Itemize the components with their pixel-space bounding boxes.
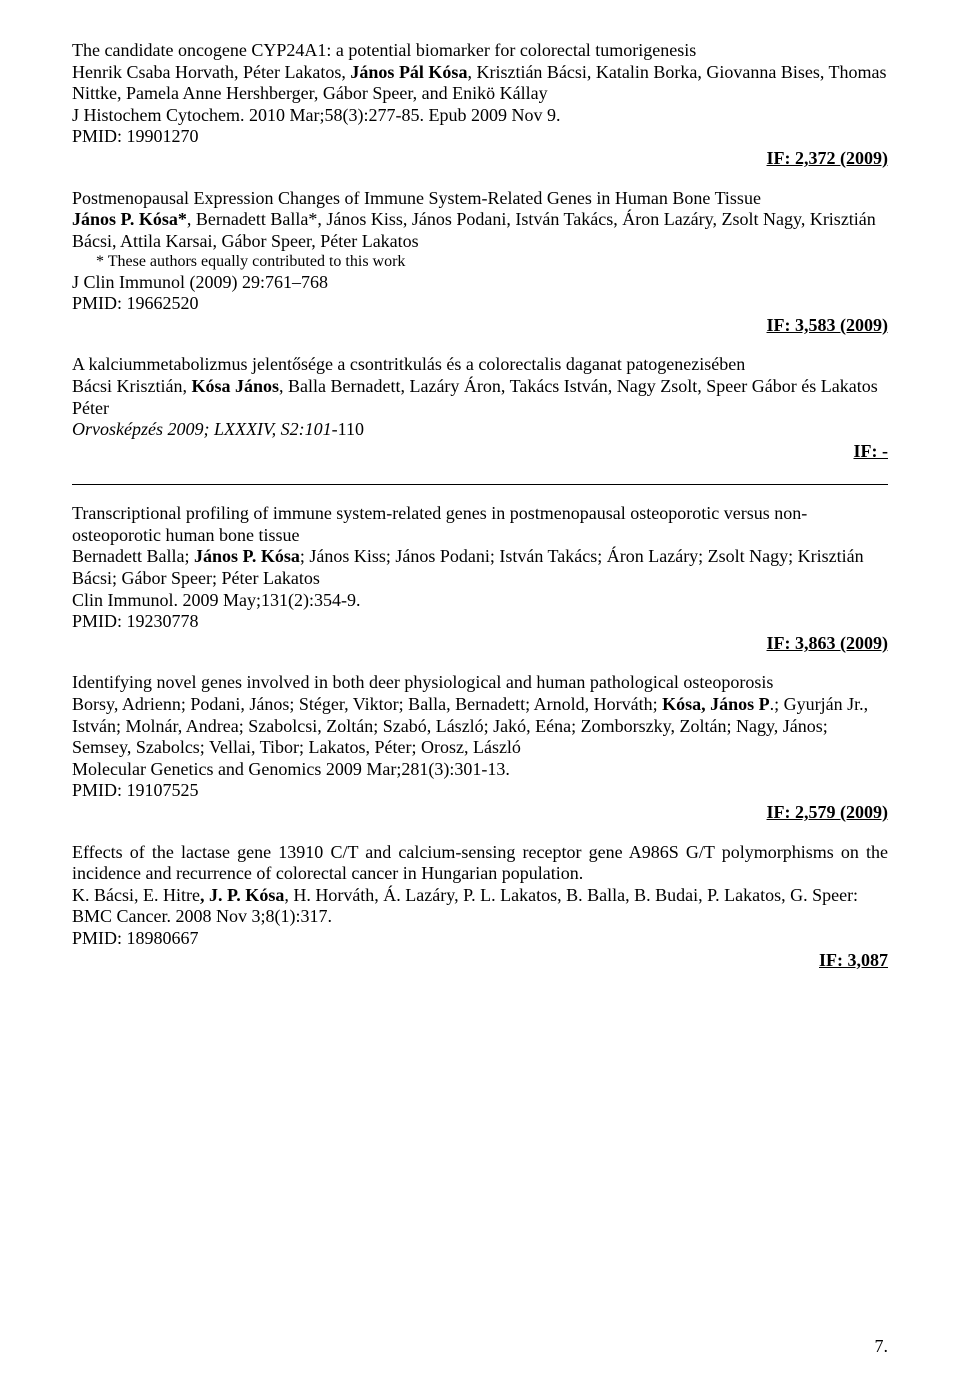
entry-journal: J Histochem Cytochem. 2010 Mar;58(3):277… <box>72 105 888 127</box>
divider <box>72 484 888 485</box>
entry-title: Identifying novel genes involved in both… <box>72 672 888 694</box>
entry-title: A kalciummetabolizmus jelentősége a cson… <box>72 354 888 376</box>
entry-impact-factor: IF: 3,583 (2009) <box>72 315 888 337</box>
entry-authors: K. Bácsi, E. Hitre, J. P. Kósa, H. Horvá… <box>72 885 888 907</box>
entry-pmid: PMID: 19230778 <box>72 611 888 633</box>
page-number: 7. <box>875 1336 889 1357</box>
entry-authors: Henrik Csaba Horvath, Péter Lakatos, Ján… <box>72 62 888 105</box>
entry-journal: Molecular Genetics and Genomics 2009 Mar… <box>72 759 888 781</box>
entry-impact-factor: IF: 2,372 (2009) <box>72 148 888 170</box>
entry-title: Effects of the lactase gene 13910 C/T an… <box>72 842 888 885</box>
publication-entry: The candidate oncogene CYP24A1: a potent… <box>72 40 888 170</box>
entry-authors: Bácsi Krisztián, Kósa János, Balla Berna… <box>72 376 888 419</box>
publication-entry: Effects of the lactase gene 13910 C/T an… <box>72 842 888 972</box>
entry-title: The candidate oncogene CYP24A1: a potent… <box>72 40 888 62</box>
entry-pmid: PMID: 19662520 <box>72 293 888 315</box>
document-page: The candidate oncogene CYP24A1: a potent… <box>0 0 960 1385</box>
entry-pmid: PMID: 18980667 <box>72 928 888 950</box>
publication-entry: Identifying novel genes involved in both… <box>72 672 888 823</box>
entry-journal: BMC Cancer. 2008 Nov 3;8(1):317. <box>72 906 888 928</box>
entry-impact-factor: IF: - <box>72 441 888 463</box>
entry-journal: Clin Immunol. 2009 May;131(2):354-9. <box>72 590 888 612</box>
entry-impact-factor: IF: 3,087 <box>72 950 888 972</box>
entry-impact-factor: IF: 2,579 (2009) <box>72 802 888 824</box>
entry-impact-factor: IF: 3,863 (2009) <box>72 633 888 655</box>
publication-entry: A kalciummetabolizmus jelentősége a cson… <box>72 354 888 462</box>
publication-entry: Transcriptional profiling of immune syst… <box>72 503 888 654</box>
entry-pmid: PMID: 19901270 <box>72 126 888 148</box>
entry-title: Postmenopausal Expression Changes of Imm… <box>72 188 888 210</box>
entry-authors: Bernadett Balla; János P. Kósa; János Ki… <box>72 546 888 589</box>
entry-title: Transcriptional profiling of immune syst… <box>72 503 888 546</box>
entry-authors: János P. Kósa*, Bernadett Balla*, János … <box>72 209 888 252</box>
entry-note: * These authors equally contributed to t… <box>72 252 888 271</box>
publication-entry: Postmenopausal Expression Changes of Imm… <box>72 188 888 337</box>
entry-pmid: PMID: 19107525 <box>72 780 888 802</box>
entry-authors: Borsy, Adrienn; Podani, János; Stéger, V… <box>72 694 888 759</box>
entry-journal: Orvosképzés 2009; LXXXIV, S2:101-110 <box>72 419 888 441</box>
entry-journal: J Clin Immunol (2009) 29:761–768 <box>72 272 888 294</box>
